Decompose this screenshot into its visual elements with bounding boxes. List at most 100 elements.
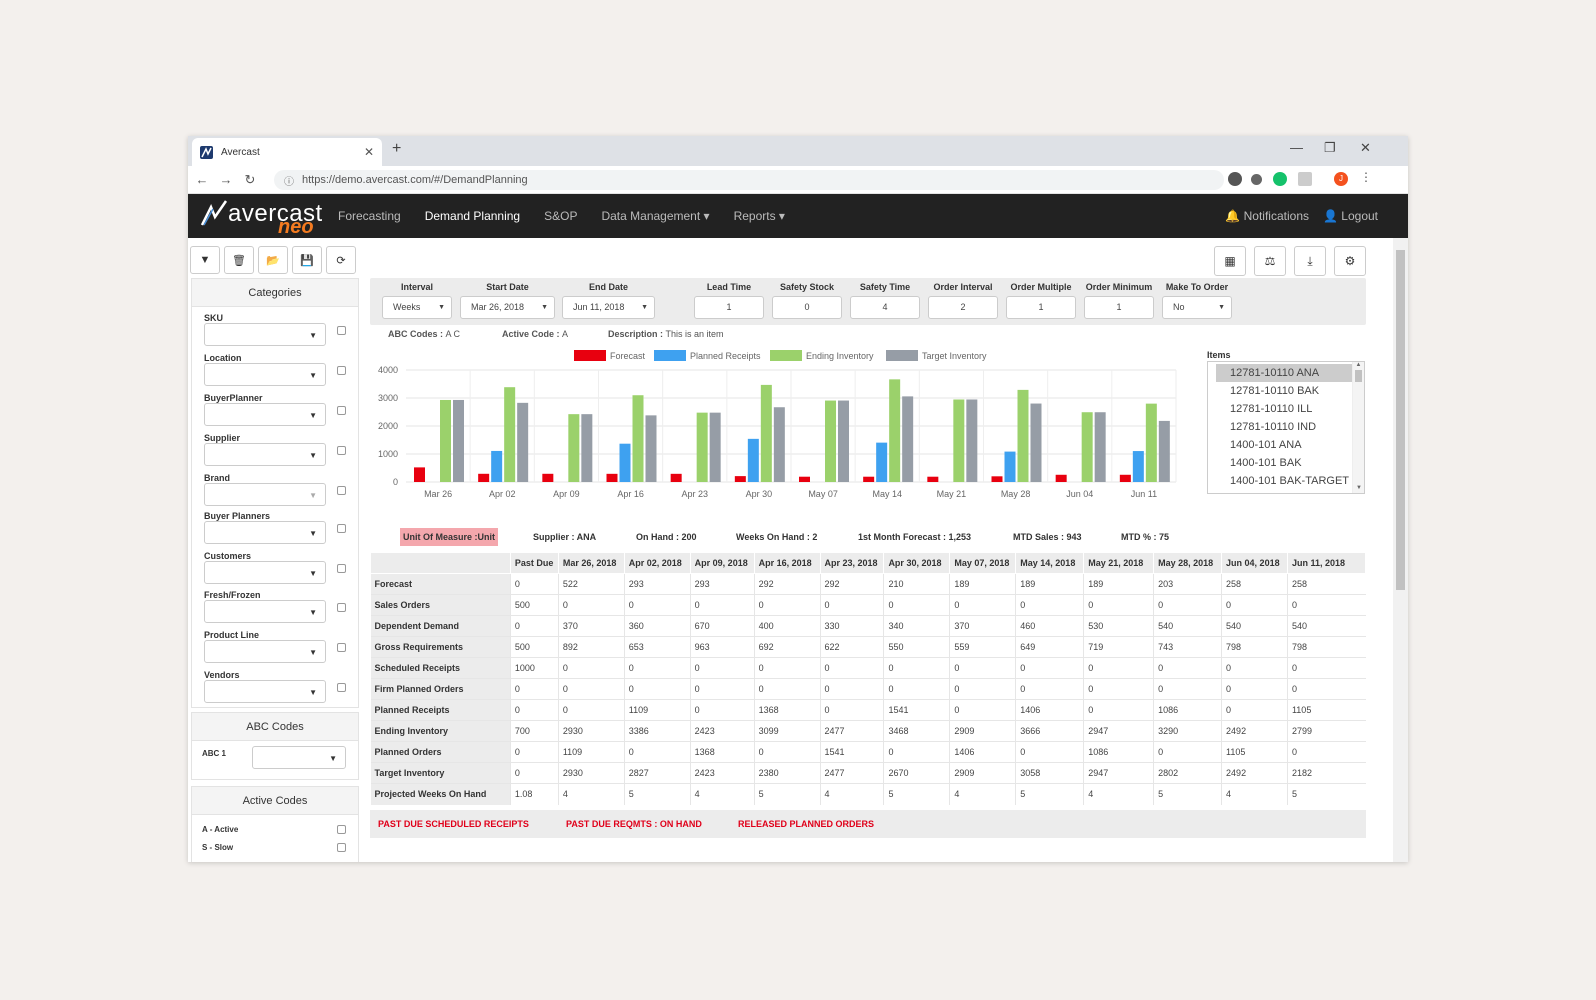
table-cell[interactable]: 892 (557, 636, 625, 658)
table-cell[interactable]: 1406 (949, 741, 1016, 763)
supplier-checkbox[interactable] (337, 446, 346, 455)
table-cell[interactable]: 0 (557, 657, 625, 679)
table-cell[interactable]: 700 (509, 720, 559, 742)
table-cell[interactable]: 0 (1221, 678, 1288, 700)
table-cell[interactable]: 0 (509, 762, 559, 784)
table-cell[interactable]: 649 (1015, 636, 1084, 658)
buyerplanner-select[interactable]: ▼ (204, 403, 326, 426)
table-cell[interactable]: 2423 (689, 762, 755, 784)
logout-link[interactable]: 👤 Logout (1323, 209, 1378, 223)
table-cell[interactable]: 500 (509, 636, 559, 658)
customers-checkbox[interactable] (337, 564, 346, 573)
table-cell[interactable]: 0 (1015, 741, 1084, 763)
table-cell[interactable]: 1086 (1083, 741, 1154, 763)
browser-menu-icon[interactable]: ⋮ (1360, 170, 1372, 184)
table-cell[interactable]: 4 (949, 783, 1016, 805)
table-cell[interactable]: 2947 (1083, 762, 1154, 784)
nav-demand-planning[interactable]: Demand Planning (424, 209, 521, 223)
table-cell[interactable]: 0 (509, 699, 559, 721)
table-cell[interactable]: 1086 (1153, 699, 1222, 721)
nav-forecasting[interactable]: Forecasting (338, 209, 401, 223)
save-button[interactable]: 💾 (292, 246, 322, 274)
table-cell[interactable]: 0 (509, 741, 559, 763)
table-cell[interactable]: 2947 (1083, 720, 1154, 742)
table-cell[interactable]: 0 (1153, 741, 1222, 763)
table-cell[interactable]: 1.08 (509, 783, 559, 805)
table-cell[interactable]: 1105 (1221, 741, 1288, 763)
table-cell[interactable]: 0 (1153, 657, 1222, 679)
table-cell[interactable]: 1406 (1015, 699, 1084, 721)
table-cell[interactable]: 0 (689, 678, 755, 700)
scroll-down-icon[interactable]: ▼ (1356, 485, 1362, 491)
table-cell[interactable]: 4 (1083, 783, 1154, 805)
table-cell[interactable]: 330 (819, 615, 884, 637)
vendors-checkbox[interactable] (337, 683, 346, 692)
table-cell[interactable]: 0 (819, 657, 884, 679)
table-cell[interactable]: 3099 (753, 720, 821, 742)
page-scrollbar[interactable] (1393, 238, 1408, 862)
item-option[interactable]: 1400-101 BAK-TARGET (1230, 475, 1350, 487)
product-line-select[interactable]: ▼ (204, 640, 326, 663)
table-cell[interactable]: 0 (1286, 678, 1366, 700)
table-cell[interactable]: 2380 (753, 762, 821, 784)
table-cell[interactable]: 0 (623, 678, 691, 700)
table-cell[interactable]: 0 (1286, 657, 1366, 679)
table-cell[interactable]: 1541 (883, 699, 950, 721)
table-cell[interactable]: 0 (509, 615, 559, 637)
active-code-a-checkbox[interactable] (337, 825, 346, 834)
table-cell[interactable]: 1109 (623, 699, 691, 721)
past-due-reqmts-link[interactable]: PAST DUE REQMTS : ON HAND (566, 819, 702, 829)
table-cell[interactable]: 0 (623, 741, 691, 763)
table-cell[interactable]: 0 (689, 594, 755, 616)
safety-stock-input[interactable]: 0 (772, 296, 842, 319)
table-cell[interactable]: 2492 (1221, 762, 1288, 784)
table-cell[interactable]: 0 (1153, 594, 1222, 616)
extension-icon-3[interactable] (1298, 172, 1312, 186)
url-field[interactable]: ⓘ https://demo.avercast.com/#/DemandPlan… (274, 170, 1224, 190)
filter-button[interactable]: ▼ (190, 246, 220, 274)
table-cell[interactable]: 210 (883, 573, 950, 595)
table-cell[interactable]: 3386 (623, 720, 691, 742)
table-cell[interactable]: 203 (1153, 573, 1222, 595)
table-cell[interactable]: 0 (819, 594, 884, 616)
table-cell[interactable]: 0 (753, 594, 821, 616)
table-cell[interactable]: 0 (557, 594, 625, 616)
info-icon[interactable]: ⓘ (284, 176, 294, 188)
table-cell[interactable]: 1541 (819, 741, 884, 763)
tab-close-icon[interactable]: ✕ (363, 145, 374, 159)
buyer-planners-checkbox[interactable] (337, 524, 346, 533)
table-cell[interactable]: 0 (949, 699, 1016, 721)
table-cell[interactable]: 0 (753, 678, 821, 700)
table-cell[interactable]: 189 (949, 573, 1016, 595)
settings-button[interactable]: ⚙ (1334, 246, 1366, 276)
table-cell[interactable]: 5 (623, 783, 691, 805)
refresh-button[interactable]: ⟳ (326, 246, 356, 274)
item-option[interactable]: 12781-10110 IND (1230, 421, 1317, 433)
item-option[interactable]: 12781-10110 ANA (1216, 364, 1352, 382)
table-cell[interactable]: 5 (1286, 783, 1366, 805)
table-cell[interactable]: 622 (819, 636, 884, 658)
item-option[interactable]: 1400-101 ANA (1230, 439, 1302, 451)
table-cell[interactable]: 653 (623, 636, 691, 658)
make-to-order-select[interactable]: No ▼ (1162, 296, 1232, 319)
location-select[interactable]: ▼ (204, 363, 326, 386)
table-cell[interactable]: 460 (1015, 615, 1084, 637)
table-cell[interactable]: 2423 (689, 720, 755, 742)
table-cell[interactable]: 963 (689, 636, 755, 658)
table-cell[interactable]: 0 (509, 678, 559, 700)
table-cell[interactable]: 4 (1221, 783, 1288, 805)
table-cell[interactable]: 0 (557, 699, 625, 721)
interval-select[interactable]: Weeks ▼ (382, 296, 452, 319)
table-cell[interactable]: 0 (1221, 594, 1288, 616)
table-cell[interactable]: 2930 (557, 762, 625, 784)
table-cell[interactable]: 530 (1083, 615, 1154, 637)
vendors-select[interactable]: ▼ (204, 680, 326, 703)
table-cell[interactable]: 5 (1015, 783, 1084, 805)
notifications-link[interactable]: 🔔 Notifications (1225, 209, 1309, 223)
table-cell[interactable]: 719 (1083, 636, 1154, 658)
browser-tab[interactable]: Avercast ✕ (192, 138, 382, 166)
table-cell[interactable]: 540 (1153, 615, 1222, 637)
supplier-select[interactable]: ▼ (204, 443, 326, 466)
table-cell[interactable]: 189 (1083, 573, 1154, 595)
table-cell[interactable]: 400 (753, 615, 821, 637)
